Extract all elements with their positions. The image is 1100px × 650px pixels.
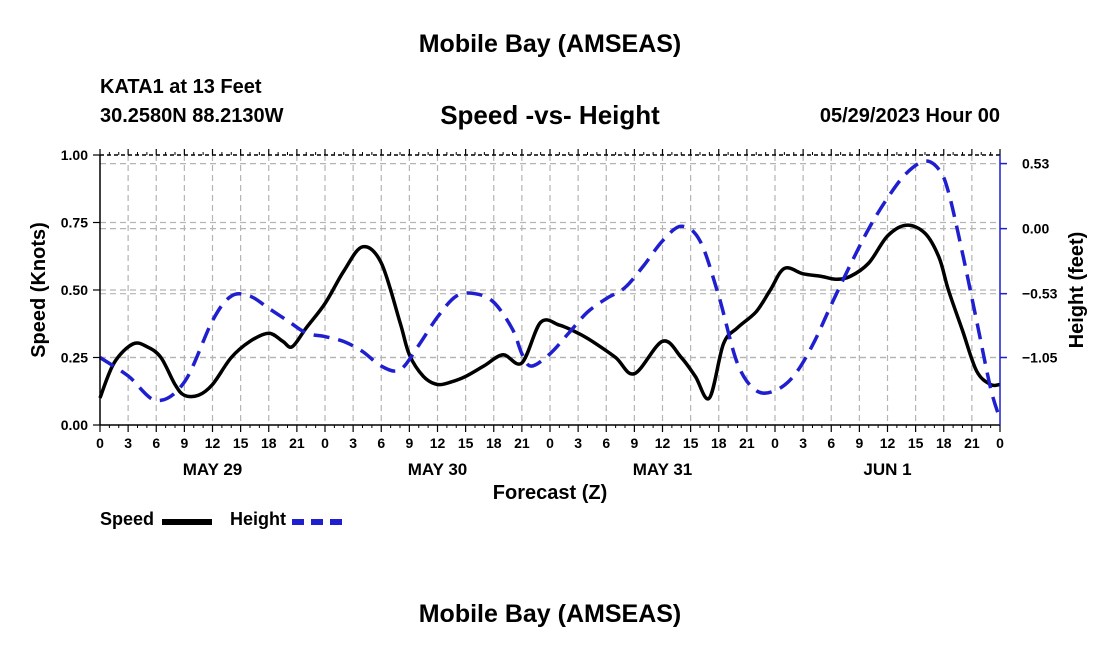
x-tick-label: 0 (321, 435, 329, 451)
x-tick-label: 9 (630, 435, 638, 451)
x-axis-label: Forecast (Z) (492, 482, 608, 504)
legend-height-label: Height (230, 509, 286, 529)
y-tick-label: 0.00 (61, 417, 88, 433)
x-tick-label: 0 (546, 435, 554, 451)
x-tick-label: 21 (964, 435, 980, 451)
chart-title-bottom: Mobile Bay (AMSEAS) (418, 600, 682, 628)
day-label: MAY 31 (633, 460, 693, 479)
x-tick-label: 15 (908, 435, 924, 451)
coordinates-label: 30.2580N 88.2130W (100, 105, 284, 127)
x-tick-label: 18 (486, 435, 502, 451)
x-tick-label: 18 (261, 435, 277, 451)
x-tick-label: 3 (349, 435, 357, 451)
legend-speed-swatch (162, 519, 212, 525)
x-tick-label: 12 (880, 435, 896, 451)
x-tick-label: 18 (711, 435, 727, 451)
series-layer (98, 159, 1002, 420)
x-tick-label: 3 (799, 435, 807, 451)
x-tick-label: 21 (289, 435, 305, 451)
x-tick-label: 3 (124, 435, 132, 451)
y-tick-label: 1.00 (61, 147, 88, 163)
x-tick-label: 15 (683, 435, 699, 451)
y2-tick-label: 0.53 (1022, 156, 1049, 172)
x-tick-label: 21 (514, 435, 530, 451)
y-tick-label: 0.75 (61, 215, 88, 231)
chart-title-top: Mobile Bay (AMSEAS) (418, 30, 682, 58)
x-tick-label: 9 (180, 435, 188, 451)
y2-tick-label: −0.53 (1022, 286, 1058, 302)
grid-lines (100, 155, 1000, 425)
x-tick-label: 12 (205, 435, 221, 451)
day-label: JUN 1 (863, 460, 911, 479)
x-tick-label: 9 (405, 435, 413, 451)
y2-tick-label: −1.05 (1022, 350, 1058, 366)
chart-subtitle: Speed -vs- Height (440, 100, 660, 130)
x-tick-label: 3 (574, 435, 582, 451)
y2-axis-label: Height (feet) (1066, 232, 1088, 349)
forecast-datetime: 05/29/2023 Hour 00 (819, 105, 1000, 127)
day-label: MAY 29 (183, 460, 243, 479)
legend-speed-label: Speed (100, 509, 155, 529)
x-tick-label: 18 (936, 435, 952, 451)
axes: 0 3 6 9 12 15 18 21 0 3 6 9 12 15 18 21 0 3 6 9 12 15 18 21 0 3 6 9… (61, 147, 1058, 479)
y2-tick-label: 0.00 (1022, 221, 1049, 237)
y-axis-label: Speed (Knots) (28, 222, 50, 358)
x-tick-label: 15 (233, 435, 249, 451)
x-tick-label: 6 (377, 435, 385, 451)
x-tick-label: 6 (827, 435, 835, 451)
series-line-speed (98, 223, 1001, 401)
legend-height-swatch (292, 519, 342, 525)
x-tick-label: 0 (96, 435, 104, 451)
y-tick-label: 0.25 (61, 350, 88, 366)
x-tick-label: 12 (430, 435, 446, 451)
x-tick-label: 9 (855, 435, 863, 451)
day-label: MAY 30 (408, 460, 468, 479)
x-tick-label: 12 (655, 435, 671, 451)
x-tick-label: 6 (152, 435, 160, 451)
x-tick-label: 0 (996, 435, 1004, 451)
x-tick-label: 6 (602, 435, 610, 451)
x-tick-label: 15 (458, 435, 474, 451)
station-label: KATA1 at 13 Feet (100, 76, 262, 98)
x-tick-label: 21 (739, 435, 755, 451)
x-tick-label: 0 (771, 435, 779, 451)
y-tick-label: 0.50 (61, 282, 88, 298)
